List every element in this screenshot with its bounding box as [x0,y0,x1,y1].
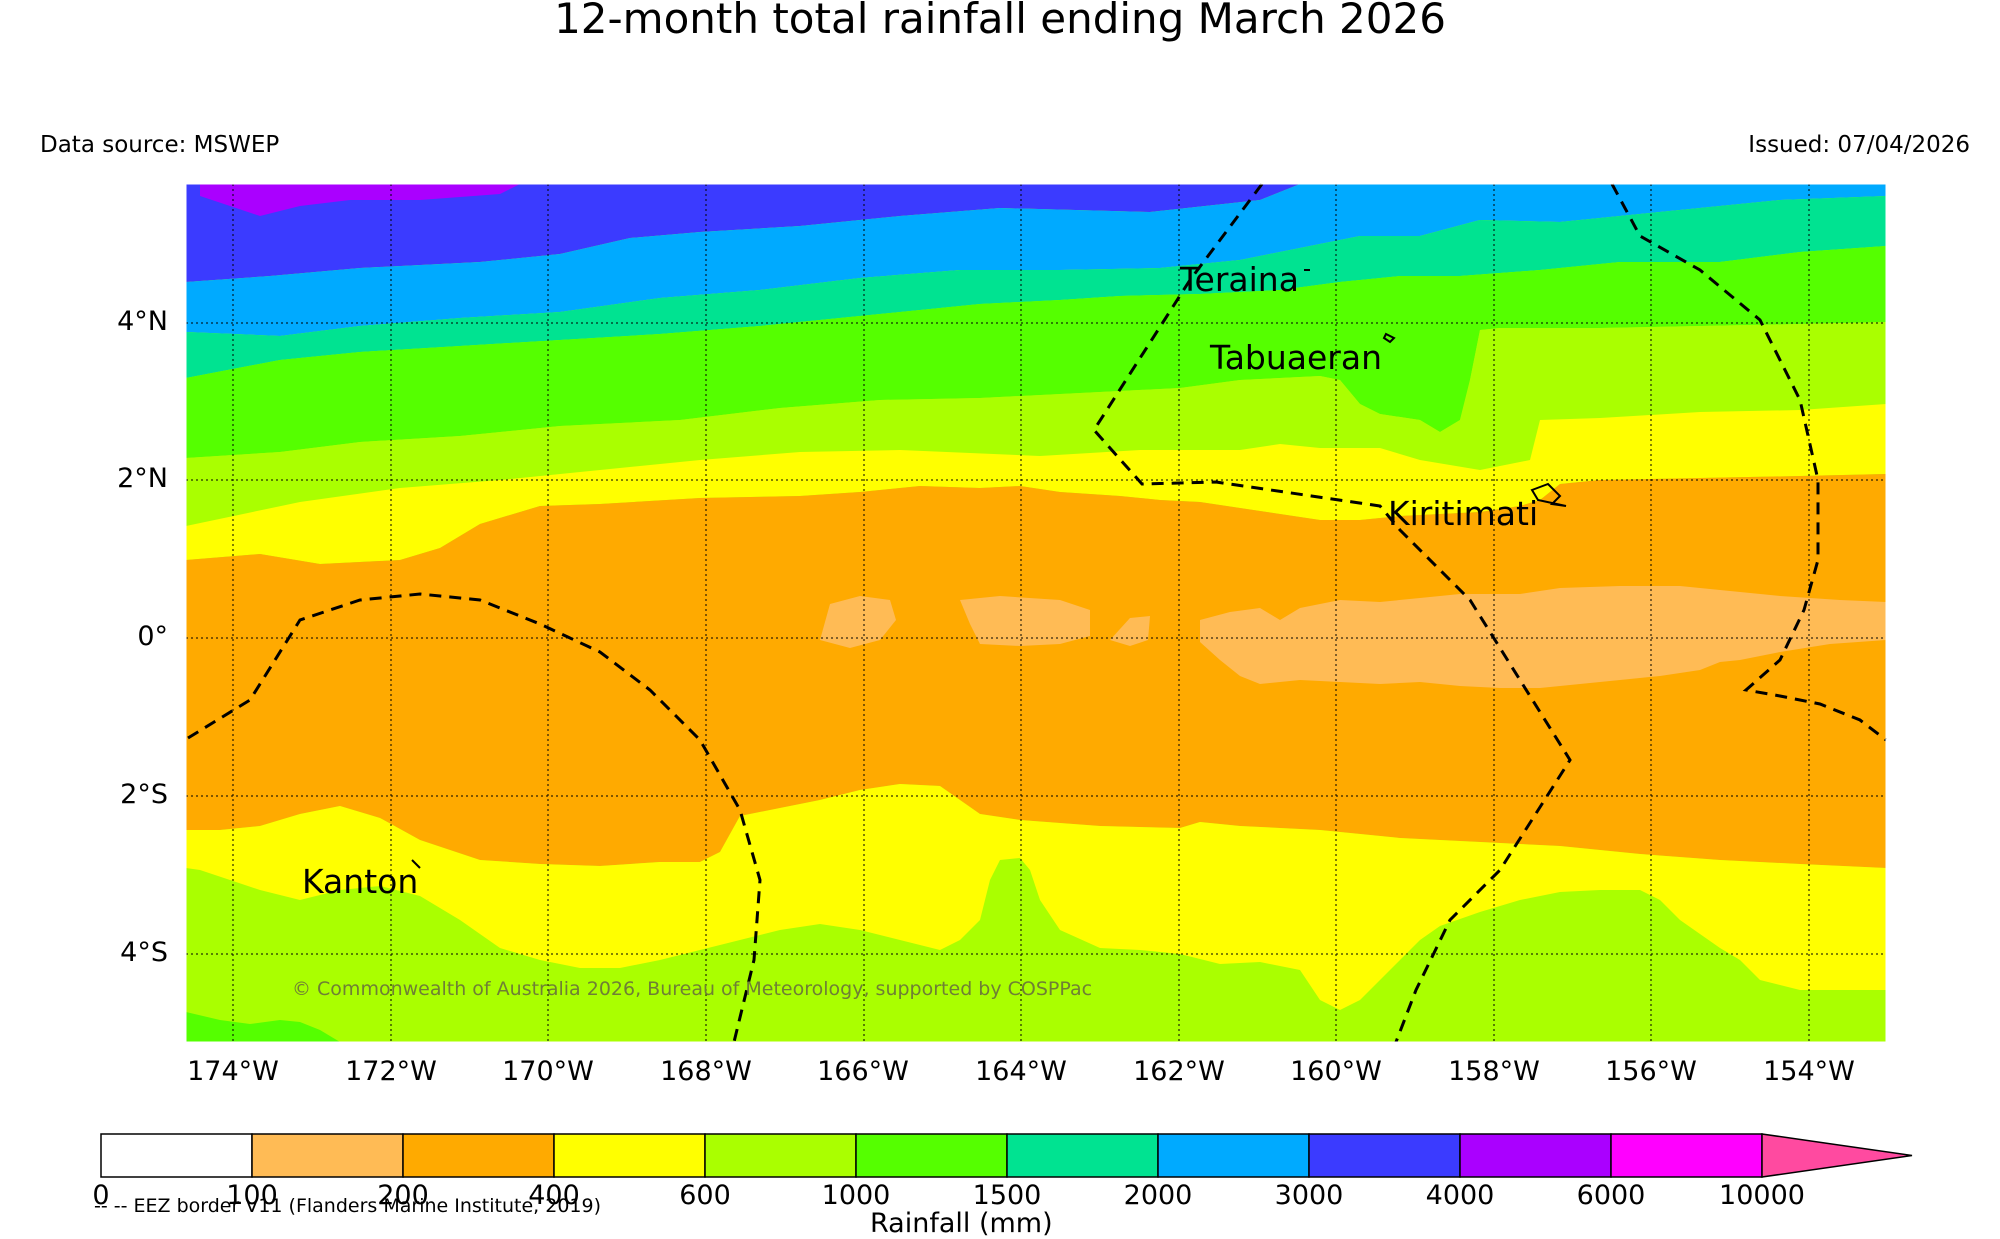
kiritimati-outline [1530,482,1567,507]
kanton-outline [411,859,421,869]
lon-label-162w: 162°W [1133,1056,1225,1087]
tabuaeran-outline [1382,332,1396,344]
eez-phoenix [187,592,762,1043]
place-label-tabuaeran: Tabuaeran [1210,338,1383,377]
lat-label-4n: 4°N [117,306,168,337]
colorbar-segment-0 [100,1133,253,1178]
colorbar-tick-1500: 1500 [972,1180,1042,1211]
place-label-kiritimati: Kiritimati [1388,494,1539,533]
lon-label-172w: 172°W [345,1056,437,1087]
colorbar-segment-8 [1308,1133,1461,1178]
colorbar-segment-4 [704,1133,857,1178]
band-100-200-a [820,596,896,648]
colorbar-tick-10000: 10000 [1719,1180,1805,1211]
band-400-600-n [186,404,1886,564]
colorbar-tick-6000: 6000 [1576,1180,1646,1211]
band-3000-4000 [186,184,1886,282]
band-100-200-c [1110,616,1150,646]
band-4000-6000 [200,184,520,216]
rainfall-contours [186,184,1886,1042]
colorbar-segment-3 [553,1133,706,1178]
band-200-400 [186,474,1886,868]
colorbar-segment-6 [1006,1133,1159,1178]
eez-legend-text: -- -- EEZ border V11 (Flanders Marine In… [94,1195,601,1217]
lat-label-2s: 2°S [120,779,168,810]
graticule [186,184,1886,1042]
copyright-notice: © Commonwealth of Australia 2026, Bureau… [292,978,1093,1000]
colorbar-tick-600: 600 [679,1180,731,1211]
colorbar-segment-1 [251,1133,404,1178]
eez-borders [187,183,1887,1043]
colorbar-tick-1000: 1000 [821,1180,891,1211]
issued-date-label: Issued: 07/04/2026 [1748,132,1970,158]
lat-label-2n: 2°N [117,463,168,494]
lon-label-174w: 174°W [187,1056,279,1087]
colorbar-tick-400: 400 [528,1180,580,1211]
band-100-200-b [960,596,1090,646]
island-outlines [411,269,1567,869]
lat-label-4s: 4°S [120,937,168,968]
band-1000-1500 [186,246,1886,458]
lon-label-168w: 168°W [660,1056,752,1087]
lon-label-166w: 166°W [817,1056,909,1087]
band-1000-1500-s [186,1012,340,1042]
colorbar-segment-5 [855,1133,1008,1178]
lon-label-156w: 156°W [1605,1056,1697,1087]
band-100-200-d [1200,586,1886,688]
lon-label-160w: 160°W [1290,1056,1382,1087]
colorbar-segment-9 [1459,1133,1612,1178]
band-1500-2000 [186,196,1886,378]
lon-label-170w: 170°W [502,1056,594,1087]
colorbar-segment-7 [1157,1133,1310,1178]
place-label-kanton: Kanton [302,862,419,901]
colorbar-tick-100: 100 [226,1180,278,1211]
colorbar-tick-200: 200 [377,1180,429,1211]
lon-label-154w: 154°W [1763,1056,1855,1087]
lon-label-164w: 164°W [975,1056,1067,1087]
colorbar-extend-arrow [1761,1133,1913,1178]
band-600-1000-n [186,322,1886,526]
colorbar-tick-3000: 3000 [1274,1180,1344,1211]
colorbar-tick-4000: 4000 [1425,1180,1495,1211]
eez-line-islands-east [1610,183,1887,742]
band-2000-3000 [186,184,1886,336]
lat-label-0: 0° [137,621,168,652]
colorbar-tick-2000: 2000 [1123,1180,1193,1211]
colorbar [100,1133,1913,1178]
lon-label-158w: 158°W [1448,1056,1540,1087]
data-source-label: Data source: MSWEP [40,132,280,158]
colorbar-tick-0: 0 [92,1180,110,1211]
colorbar-segment-2 [402,1133,555,1178]
map-title: 12-month total rainfall ending March 202… [554,0,1446,43]
place-label-teraina: Teraina [1180,260,1299,299]
map-frame [185,183,1887,1043]
colorbar-segment-10 [1610,1133,1763,1178]
eez-line-islands-north [1092,183,1572,1043]
colorbar-label: Rainfall (mm) [870,1208,1053,1239]
